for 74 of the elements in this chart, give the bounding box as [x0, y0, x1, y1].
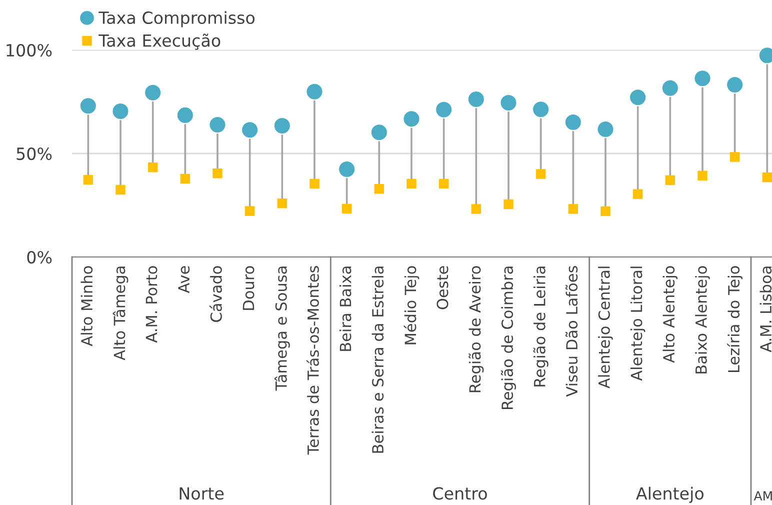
point	[500, 94, 518, 112]
point	[628, 88, 647, 106]
x-tick-label: Região de Coimbra	[500, 266, 516, 410]
y-tick-label: 0%	[27, 250, 52, 264]
point	[244, 206, 255, 216]
point	[665, 175, 676, 186]
point	[564, 113, 582, 132]
x-tick-label: Alto Alentejo	[662, 266, 678, 363]
x-tick-label: Região de Aveiro	[468, 266, 484, 392]
point	[370, 124, 388, 142]
point	[180, 174, 190, 184]
point	[632, 189, 643, 199]
point	[536, 169, 546, 179]
point	[762, 172, 772, 182]
point	[374, 184, 384, 194]
point	[112, 102, 130, 120]
x-tick-label: Baixo Alentejo	[695, 266, 710, 374]
x-tick-label: Terras de Trás-os-Montes	[306, 266, 319, 455]
point	[306, 82, 324, 100]
point	[116, 184, 126, 195]
point	[698, 170, 708, 181]
point	[730, 152, 740, 162]
x-tick-label: Lezíria do Tejo	[727, 266, 743, 372]
x-tick-label: Oeste	[436, 266, 448, 310]
x-tick-label: Beira Baixa	[339, 266, 352, 351]
x-tick-label: Região de Leiria	[533, 266, 548, 386]
point	[212, 168, 222, 178]
point	[661, 79, 680, 97]
point	[402, 110, 420, 128]
point	[342, 204, 352, 214]
x-tick-label: A.M. Lisboa	[760, 266, 772, 352]
point	[726, 76, 744, 94]
text: Norte	[180, 487, 224, 500]
point	[148, 162, 158, 172]
x-tick-label: Ave	[178, 266, 190, 294]
point	[277, 198, 288, 208]
point	[467, 90, 486, 108]
x-tick-label: Tâmega e Sousa	[274, 266, 290, 391]
point	[240, 121, 259, 139]
x-tick-label: Beiras e Serra da Estrela	[372, 266, 384, 453]
point	[532, 100, 550, 118]
point	[694, 69, 712, 88]
point	[176, 106, 194, 124]
x-tick-label: A.M. Porto	[146, 266, 158, 343]
text: Centro	[433, 487, 487, 500]
text: Alentejo	[636, 486, 704, 503]
point	[406, 178, 416, 189]
point	[273, 116, 292, 135]
point	[596, 120, 614, 138]
point	[438, 178, 449, 189]
x-tick-label: Alentejo Litoral	[630, 266, 646, 381]
legend-label: Taxa Compromisso	[98, 11, 255, 28]
x-tick-label: Alto Minho	[80, 266, 93, 346]
y-tick-label: 50%	[16, 147, 52, 160]
point	[338, 160, 356, 178]
x-tick-label: Médio Tejo	[404, 266, 420, 344]
text: AM	[754, 491, 772, 500]
point	[144, 84, 162, 102]
point	[504, 199, 514, 210]
x-tick-label: Alto Tâmega	[112, 266, 128, 360]
x-tick-label: Douro	[242, 266, 254, 310]
point	[471, 204, 482, 214]
x-tick-label: Alentejo Central	[598, 266, 613, 388]
point	[79, 97, 98, 115]
point	[568, 204, 578, 214]
point	[310, 178, 320, 189]
x-tick-label: Viseu Dão Lafões	[566, 266, 578, 397]
point	[434, 100, 453, 119]
point	[600, 206, 610, 216]
legend-label: Taxa Execução	[98, 34, 220, 50]
y-tick-label: 100%	[6, 44, 52, 57]
point	[208, 116, 226, 134]
point	[83, 174, 94, 185]
x-tick-label: Cávado	[209, 266, 222, 322]
